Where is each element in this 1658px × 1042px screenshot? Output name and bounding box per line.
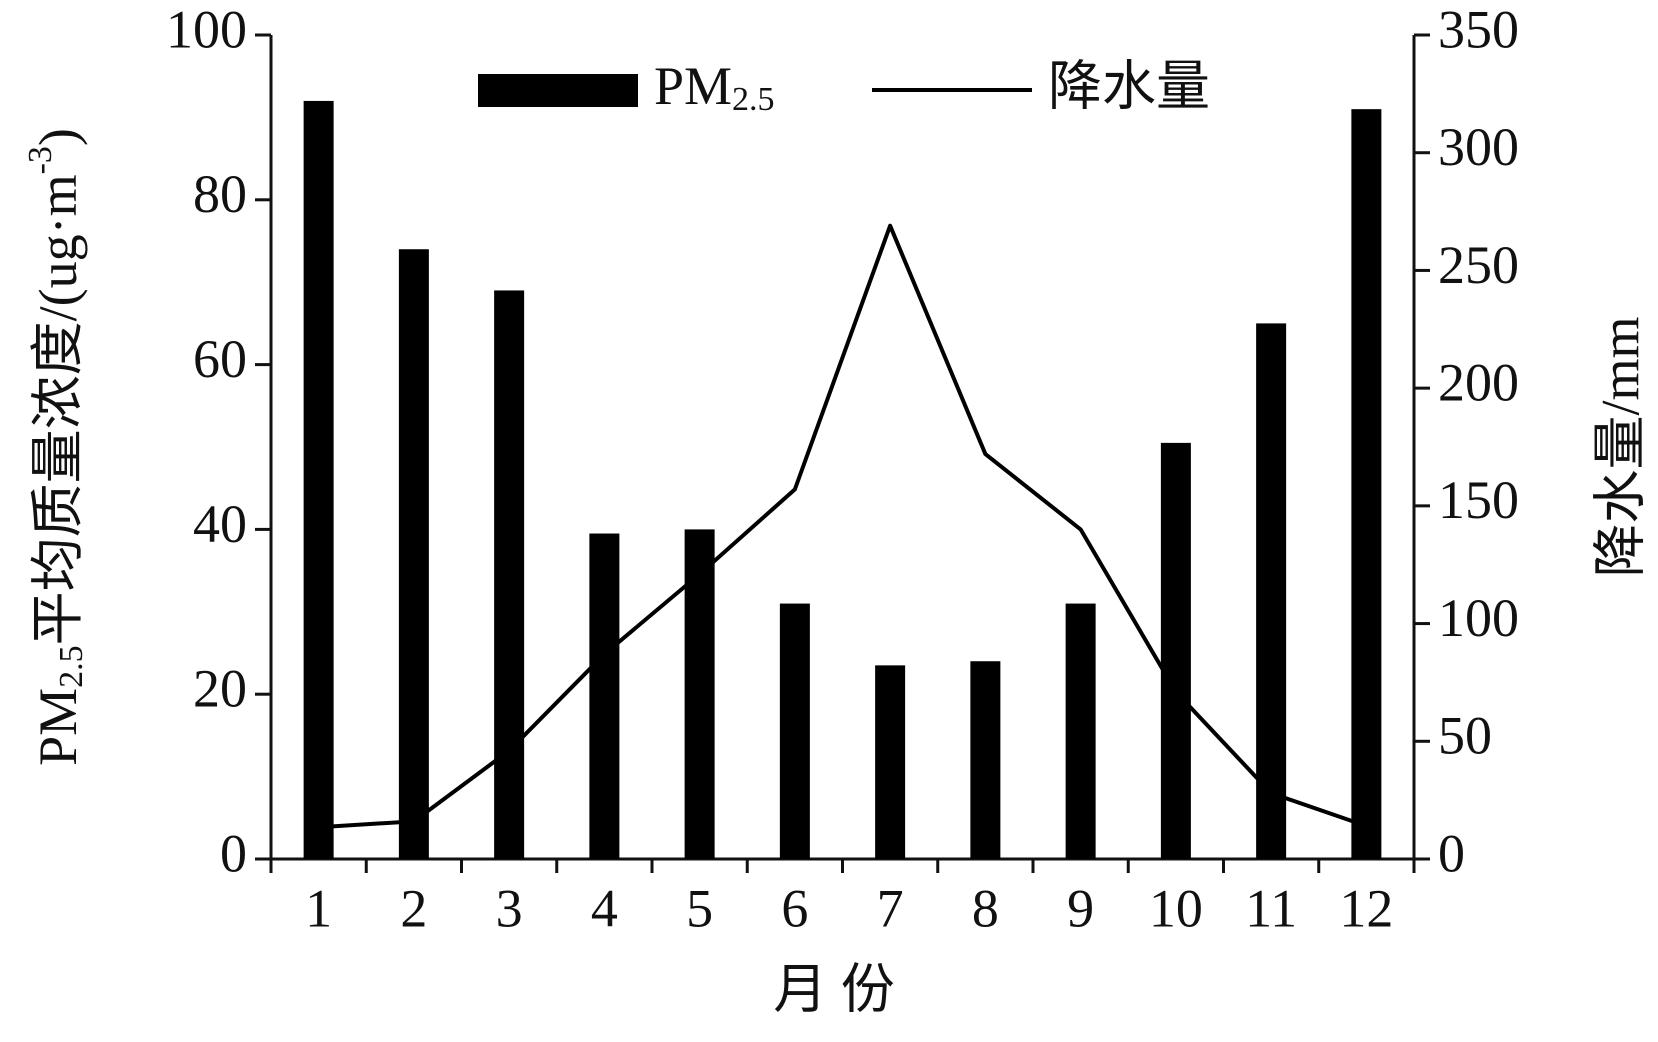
bar (589, 533, 620, 859)
legend-swatch (478, 74, 638, 107)
bar (1160, 442, 1191, 859)
bar (494, 290, 525, 859)
x-tick-label: 9 (1067, 878, 1094, 938)
bar (970, 661, 1001, 859)
y2-tick-label: 350 (1438, 0, 1519, 59)
bar (779, 603, 810, 859)
line (318, 223, 1368, 830)
bar (1065, 603, 1096, 859)
x-axis-label: 月 份 (773, 959, 895, 1019)
y-tick-label: 40 (193, 494, 247, 554)
y-tick-label: 100 (166, 0, 247, 59)
x-tick-label: 5 (686, 878, 713, 938)
legend-label: 降水量 (1048, 56, 1210, 116)
y2-tick-label: 200 (1438, 353, 1519, 413)
y-tick-label: 80 (193, 164, 247, 224)
y-tick-label: 0 (220, 823, 247, 883)
bar (303, 100, 334, 860)
x-tick-label: 6 (781, 878, 808, 938)
y2-tick-label: 300 (1438, 117, 1519, 177)
x-tick-label: 7 (877, 878, 904, 938)
legend-label: PM2.5 (654, 56, 775, 118)
bar (684, 529, 715, 859)
bar (398, 249, 429, 860)
y2-axis-label: 降水量/mm (1590, 316, 1650, 577)
x-tick-label: 10 (1149, 878, 1203, 938)
x-tick-label: 2 (400, 878, 427, 938)
bar (1256, 323, 1287, 859)
y-tick-label: 20 (193, 659, 247, 719)
bar (1351, 109, 1382, 859)
y2-tick-label: 0 (1438, 823, 1465, 883)
y-axis-label: PM2.5平均质量浓度/(ug·m-3) (22, 128, 90, 766)
x-tick-label: 8 (972, 878, 999, 938)
x-tick-label: 1 (305, 878, 332, 938)
y2-tick-label: 150 (1438, 470, 1519, 530)
y2-tick-label: 100 (1438, 588, 1519, 648)
x-tick-label: 11 (1245, 878, 1297, 938)
bar (875, 665, 906, 859)
y-tick-label: 60 (193, 329, 247, 389)
x-tick-label: 12 (1339, 878, 1393, 938)
y2-tick-label: 50 (1438, 706, 1492, 766)
y2-tick-label: 250 (1438, 235, 1519, 295)
x-tick-label: 4 (591, 878, 618, 938)
x-tick-label: 3 (496, 878, 523, 938)
